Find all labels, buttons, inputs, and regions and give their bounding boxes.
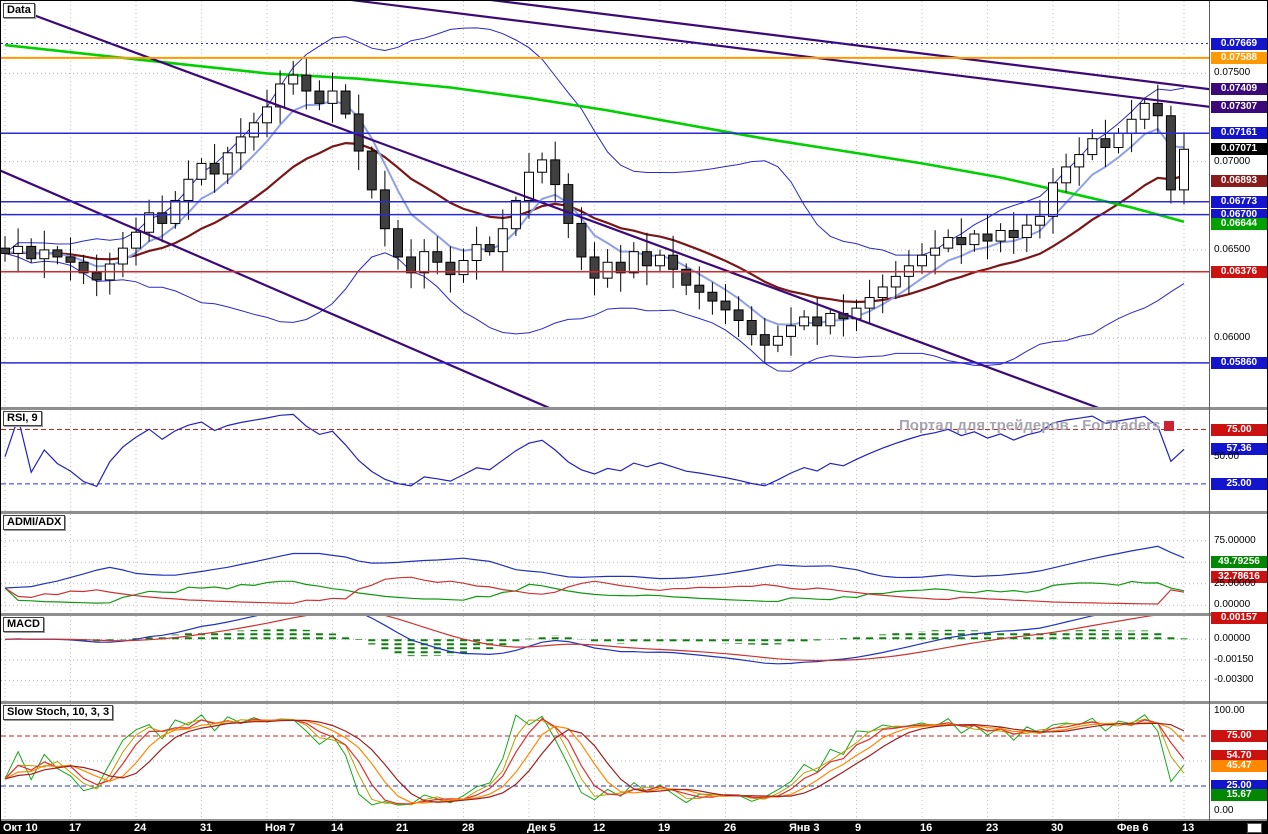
time-axis-label: Окт 10 — [3, 822, 38, 834]
scale-label: 0.07669 — [1211, 38, 1267, 50]
time-axis-label: Ноя 7 — [265, 822, 296, 834]
axis-corner-box[interactable] — [1247, 823, 1262, 833]
scale-label: 75.00000 — [1214, 535, 1256, 546]
adx-chart[interactable] — [1, 514, 1209, 613]
macd-chart[interactable] — [1, 616, 1209, 701]
scale-label: 0.06773 — [1211, 196, 1267, 208]
time-axis-label: 26 — [724, 822, 737, 834]
scale-label: 32.78616 — [1211, 571, 1267, 583]
time-axis-label: Янв 3 — [789, 822, 820, 834]
scale-label: 49.79256 — [1211, 556, 1267, 568]
scale-label: 57.36 — [1211, 443, 1267, 455]
time-axis-label: 16 — [920, 822, 933, 834]
scale-label: 100.00 — [1214, 705, 1245, 716]
time-axis-label: 17 — [69, 822, 82, 834]
time-axis-label: 21 — [396, 822, 409, 834]
scale-label: 0.07307 — [1211, 101, 1267, 113]
time-axis-label: 24 — [134, 822, 147, 834]
time-axis-label: 9 — [855, 822, 862, 834]
scale-label: 50.00 — [1214, 451, 1240, 462]
scale-label: 0.07588 — [1211, 52, 1267, 64]
scale-label: 0.07071 — [1211, 143, 1267, 155]
scale-divider — [1209, 1, 1210, 821]
scale-label: 75.00 — [1211, 424, 1267, 436]
scale-label: 0.06644 — [1211, 218, 1267, 230]
panel-tab-macd[interactable]: MACD — [3, 617, 44, 632]
rsi-panel[interactable] — [1, 410, 1209, 511]
scale-label: 25.00000 — [1214, 578, 1256, 589]
scale-label: 0.00000 — [1214, 599, 1251, 610]
panel-tab-rsi[interactable]: RSI, 9 — [3, 411, 42, 426]
panel-separator[interactable] — [1, 407, 1267, 410]
time-axis-label: 28 — [462, 822, 475, 834]
price-chart[interactable] — [1, 1, 1209, 407]
scale-label: 0.07000 — [1214, 156, 1251, 167]
fortraders-logo-icon — [1164, 420, 1175, 431]
scale-label: 0.05860 — [1211, 357, 1267, 369]
scale-label: 0.06376 — [1211, 266, 1267, 278]
scale-label: 25.00 — [1211, 478, 1267, 490]
scale-label: 0.07500 — [1214, 67, 1251, 78]
scale-label: 0.06000 — [1214, 332, 1251, 343]
panel-separator[interactable] — [1, 613, 1267, 616]
scale-label: 75.00 — [1211, 730, 1267, 742]
scale-label: 0.00157 — [1211, 612, 1267, 624]
macd-panel[interactable] — [1, 616, 1209, 701]
scale-label: 0.00 — [1214, 805, 1234, 816]
adx-panel[interactable] — [1, 514, 1209, 613]
scale-label: 0.06500 — [1214, 244, 1251, 255]
scale-label: 0.06893 — [1211, 175, 1267, 187]
rsi-chart[interactable] — [1, 410, 1209, 511]
panel-separator[interactable] — [1, 511, 1267, 514]
time-axis-label: 14 — [331, 822, 344, 834]
scale-label: 0.00000 — [1214, 633, 1251, 644]
panel-tab-stoch[interactable]: Slow Stoch, 10, 3, 3 — [3, 705, 114, 720]
time-axis-label: 12 — [593, 822, 606, 834]
time-axis-label: 31 — [200, 822, 213, 834]
scale-label: 0.07409 — [1211, 83, 1267, 95]
panel-tab-data[interactable]: Data — [3, 3, 35, 18]
scale-label: -0.00300 — [1214, 674, 1254, 685]
scale-label: 54.70 — [1211, 750, 1267, 762]
scale-label: -0.00150 — [1214, 654, 1254, 665]
scale-label: 15.67 — [1211, 789, 1267, 801]
time-axis-label: 13 — [1182, 822, 1195, 834]
scale-label: 0.07161 — [1211, 127, 1267, 139]
time-axis-label: Дек 5 — [527, 822, 556, 834]
watermark-text: Портал для трейдеров - ForTraders — [899, 417, 1161, 434]
panel-separator[interactable] — [1, 701, 1267, 704]
watermark: Портал для трейдеров - ForTraders — [899, 417, 1175, 434]
panel-tab-adx[interactable]: ADMI/ADX — [3, 515, 66, 530]
scale-label: 45.47 — [1211, 760, 1267, 772]
stoch-chart[interactable] — [1, 704, 1209, 819]
time-axis-label: 30 — [1051, 822, 1064, 834]
time-axis-label: Фев 6 — [1117, 822, 1149, 834]
time-axis-label: 19 — [658, 822, 671, 834]
price-panel[interactable] — [1, 1, 1209, 407]
time-axis[interactable]: Окт 10 17 24 31 Ноя 7 14 21 28 Дек 5 12 19 26 Янв 3 9… — [1, 821, 1267, 834]
stoch-panel[interactable] — [1, 704, 1209, 819]
time-axis-label: 23 — [986, 822, 999, 834]
panel-separator — [1, 819, 1267, 821]
